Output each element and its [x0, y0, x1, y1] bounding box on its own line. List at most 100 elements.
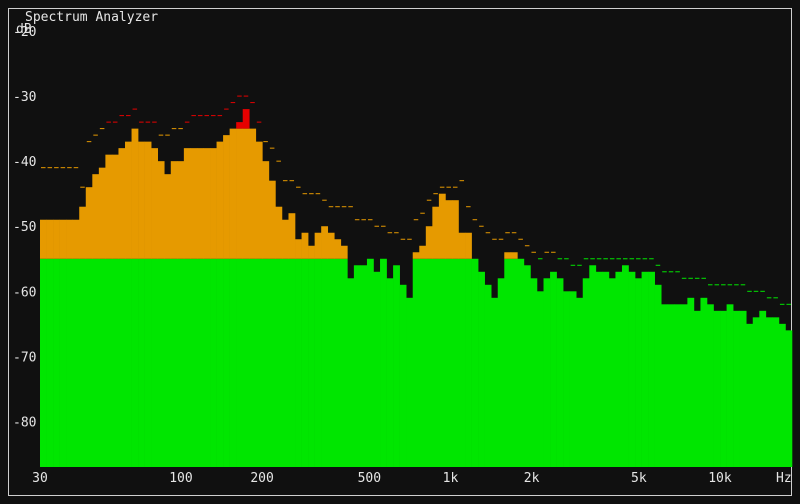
bar-warning-segment: [190, 148, 198, 259]
spectrum-bar: [451, 200, 459, 467]
spectrum-bar: [752, 317, 760, 467]
spectrum-bar: [288, 213, 296, 467]
spectrum-bar: [98, 167, 106, 467]
bar-warning-segment: [445, 200, 453, 259]
bar-normal-segment: [419, 258, 427, 467]
spectrum-bar: [550, 271, 557, 467]
spectrum-bar: [223, 135, 230, 467]
bar-normal-segment: [301, 258, 309, 467]
spectrum-bar: [295, 239, 302, 467]
bar-normal-segment: [229, 258, 237, 467]
spectrum-bar: [484, 284, 492, 467]
bar-warning-segment: [229, 128, 237, 259]
spectrum-bar: [667, 304, 675, 467]
bar-warning-segment: [438, 193, 446, 259]
spectrum-bar: [373, 271, 381, 467]
spectrum-bar: [340, 245, 348, 467]
bar-normal-segment: [196, 258, 204, 467]
bar-normal-segment: [752, 317, 760, 467]
spectrum-bar: [510, 252, 518, 467]
spectrum-bar: [170, 161, 178, 467]
bar-normal-segment: [674, 304, 682, 467]
spectrum-bar: [563, 291, 570, 467]
bar-normal-segment: [223, 258, 230, 467]
spectrum-bar: [517, 258, 525, 467]
spectrum-bar: [151, 148, 159, 467]
spectrum-bar: [569, 291, 577, 467]
spectrum-bar: [144, 141, 152, 467]
y-tick-label: -80: [13, 415, 36, 430]
bar-normal-segment: [733, 310, 740, 467]
spectrum-bar: [46, 219, 54, 467]
bar-normal-segment: [295, 258, 302, 467]
y-tick-label: -20: [13, 25, 36, 40]
spectrum-bar: [693, 310, 701, 467]
bar-normal-segment: [523, 265, 531, 467]
spectrum-bar: [438, 193, 446, 467]
bar-normal-segment: [602, 271, 610, 467]
bar-normal-segment: [536, 291, 544, 467]
bar-normal-segment: [641, 271, 649, 467]
bar-normal-segment: [478, 271, 485, 467]
bar-warning-segment: [157, 161, 165, 259]
bar-warning-segment: [268, 180, 276, 259]
bar-warning-segment: [451, 200, 459, 259]
spectrum-bar: [360, 265, 368, 467]
spectrum-bar: [615, 271, 623, 467]
bar-normal-segment: [281, 258, 289, 467]
bar-warning-segment: [465, 232, 472, 259]
bar-normal-segment: [720, 310, 727, 467]
spectrum-bar: [478, 271, 485, 467]
spectrum-bar: [576, 297, 584, 467]
bar-normal-segment: [563, 291, 570, 467]
bar-normal-segment: [778, 323, 786, 467]
bar-normal-segment: [242, 258, 250, 467]
bar-normal-segment: [504, 258, 512, 467]
spectrum-bar: [589, 265, 597, 467]
x-tick-label: 1k: [443, 471, 459, 486]
spectrum-bar: [608, 278, 616, 467]
spectrum-bar: [419, 245, 427, 467]
bar-warning-segment: [288, 213, 296, 259]
bar-normal-segment: [497, 278, 505, 467]
spectrum-bar: [347, 278, 355, 467]
bar-normal-segment: [739, 310, 747, 467]
bar-warning-segment: [236, 128, 244, 259]
spectrum-bar: [314, 232, 322, 467]
bar-normal-segment: [628, 271, 636, 467]
bar-warning-segment: [59, 219, 67, 259]
spectrum-bar: [504, 252, 512, 467]
bar-normal-segment: [236, 258, 244, 467]
bar-warning-segment: [170, 161, 178, 259]
bar-normal-segment: [484, 284, 492, 467]
x-tick-label: 10k: [708, 471, 732, 486]
spectrum-bar: [164, 174, 172, 467]
bar-warning-segment: [281, 219, 289, 259]
bar-normal-segment: [621, 265, 629, 467]
bar-normal-segment: [151, 258, 159, 467]
spectrum-bar: [386, 278, 394, 467]
bar-warning-segment: [249, 128, 257, 259]
spectrum-bar: [471, 258, 479, 467]
spectrum-bar: [582, 278, 590, 467]
spectrum-bar: [249, 128, 257, 467]
bar-warning-segment: [131, 128, 139, 259]
bar-warning-segment: [92, 174, 100, 259]
bar-normal-segment: [347, 278, 355, 467]
spectrum-bar: [491, 297, 499, 467]
bar-warning-segment: [79, 206, 87, 259]
bar-normal-segment: [648, 271, 655, 467]
bar-normal-segment: [700, 297, 708, 467]
bar-warning-segment: [262, 161, 270, 259]
spectrum-bar: [523, 265, 531, 467]
bar-warning-segment: [223, 135, 230, 259]
bar-normal-segment: [262, 258, 270, 467]
spectrum-bar: [674, 304, 682, 467]
bar-normal-segment: [183, 258, 191, 467]
bar-normal-segment: [608, 278, 616, 467]
bar-peak-segment: [242, 109, 250, 129]
y-tick-label: -40: [13, 155, 36, 170]
bar-normal-segment: [406, 297, 414, 467]
bar-warning-segment: [412, 252, 420, 259]
